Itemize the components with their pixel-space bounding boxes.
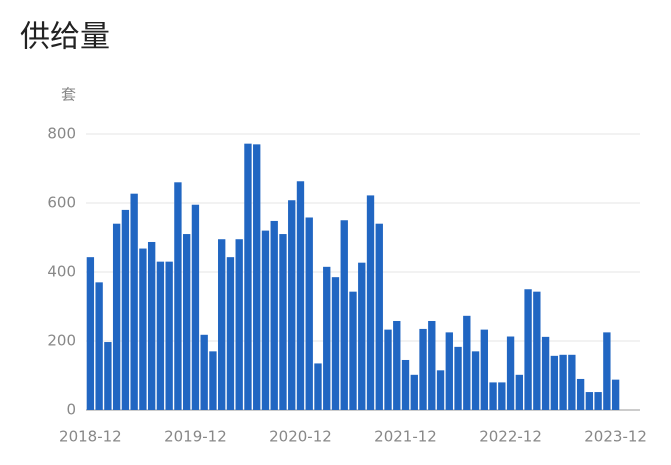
bar (559, 354, 567, 410)
bar (279, 234, 287, 410)
bar (576, 378, 585, 410)
bar (139, 248, 147, 410)
bar (340, 220, 348, 410)
bar (419, 328, 427, 410)
bar (165, 261, 173, 410)
bar (515, 374, 524, 410)
bar (200, 334, 208, 410)
bar (489, 382, 497, 410)
bar (314, 363, 322, 410)
bar (550, 355, 559, 410)
chart-title: 供给量 (20, 20, 110, 55)
bar (375, 223, 383, 410)
bar (454, 346, 462, 410)
bar (86, 257, 95, 410)
bar (471, 351, 480, 410)
bar (244, 143, 252, 410)
x-tick-label: 2020-12 (269, 428, 332, 446)
bar (349, 291, 357, 410)
bar (585, 392, 594, 410)
bar (296, 181, 305, 410)
bar (533, 291, 541, 410)
bar (436, 370, 445, 410)
bar (611, 379, 620, 410)
bar (568, 354, 576, 410)
bar (174, 182, 182, 410)
x-tick-label: 2023-12 (584, 428, 647, 446)
bar (104, 342, 112, 410)
bar (366, 195, 375, 410)
bar (331, 277, 340, 410)
y-tick-label: 400 (47, 263, 76, 281)
x-tick-label: 2022-12 (479, 428, 542, 446)
bar (156, 261, 165, 410)
bar (253, 144, 261, 410)
bar (191, 204, 200, 410)
bar (209, 351, 217, 410)
bar (218, 239, 226, 410)
bar (121, 209, 130, 410)
bar (410, 374, 418, 410)
y-tick-label: 800 (47, 125, 76, 143)
bar (147, 241, 156, 410)
bar (498, 382, 506, 410)
bar (358, 262, 366, 410)
bar (480, 329, 488, 410)
y-tick-label: 0 (66, 401, 76, 419)
bar (428, 320, 436, 410)
x-tick-label: 2018-12 (59, 428, 122, 446)
bar (130, 193, 138, 410)
x-tick-label: 2019-12 (164, 428, 227, 446)
bar (288, 200, 296, 410)
bar (323, 266, 331, 410)
bar (541, 336, 550, 410)
bar (506, 336, 515, 410)
bar (270, 220, 278, 410)
x-tick-label: 2021-12 (374, 428, 437, 446)
bar (305, 217, 313, 410)
bar (226, 257, 235, 410)
y-axis-label: 套 (61, 86, 76, 104)
y-tick-label: 200 (47, 332, 76, 350)
bar (112, 223, 121, 410)
bar (603, 332, 611, 410)
y-tick-label: 600 (47, 194, 76, 212)
bar (261, 230, 270, 410)
bar (235, 239, 243, 410)
bar (95, 282, 103, 410)
bar (384, 329, 392, 410)
bar (594, 392, 602, 410)
bar (445, 332, 453, 410)
bar (524, 289, 532, 410)
bar (401, 359, 410, 410)
bar (182, 234, 191, 410)
bar (463, 315, 471, 410)
bar (393, 320, 401, 410)
